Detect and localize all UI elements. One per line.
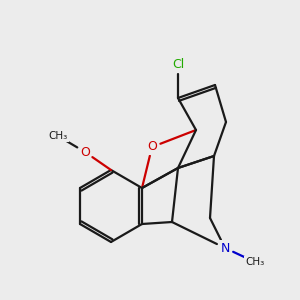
Text: O: O <box>80 146 90 158</box>
Text: Cl: Cl <box>172 58 184 71</box>
Text: O: O <box>147 140 157 154</box>
Text: CH₃: CH₃ <box>245 257 265 267</box>
Text: CH₃: CH₃ <box>48 131 68 141</box>
Text: N: N <box>220 242 230 254</box>
